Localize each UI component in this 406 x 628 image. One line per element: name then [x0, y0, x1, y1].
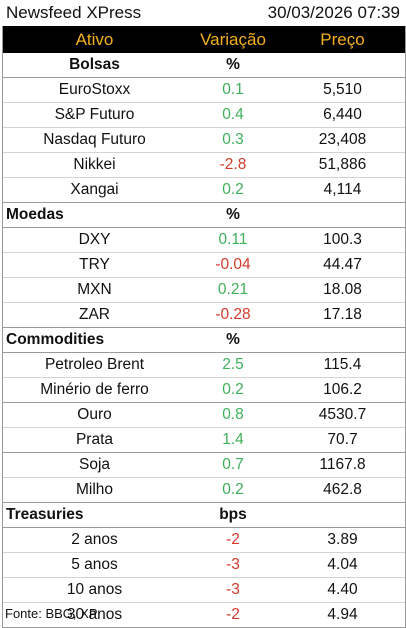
asset-name: Nasdaq Futuro	[43, 131, 146, 148]
asset-name: EuroStoxx	[58, 81, 131, 98]
table-row: EuroStoxx 0.1 5,510	[3, 78, 405, 102]
table-row: DXY 0.11 100.3	[3, 228, 405, 252]
price-value: 17.18	[323, 306, 362, 323]
title-bar: Newsfeed XPress 30/03/2026 07:39	[0, 0, 406, 26]
table-row: Minério de ferro 0.2 106.2	[3, 377, 405, 402]
price-value: 44.47	[323, 256, 362, 273]
change-value: 0.1	[222, 81, 244, 98]
price-value: 1167.8	[319, 456, 366, 473]
price-value: 70.7	[327, 431, 358, 448]
table-row: Petroleo Brent 2.5 115.4	[3, 353, 405, 377]
asset-name: Soja	[78, 456, 111, 473]
asset-name: 10 anos	[66, 581, 123, 598]
section-header-treasuries: Treasuries bps	[3, 502, 405, 528]
price-value: 4.40	[327, 581, 358, 598]
change-value: -2	[226, 531, 240, 548]
change-value: 0.2	[222, 181, 244, 198]
table-row: Milho 0.2 462.8	[3, 477, 405, 502]
asset-name: 30 anos	[66, 606, 123, 623]
section-title: Treasuries	[6, 506, 84, 523]
table-row: 30 anos -2 4.94	[3, 602, 405, 627]
price-value: 100.3	[323, 231, 362, 248]
table-row: S&P Futuro 0.4 6,440	[3, 102, 405, 127]
change-value: -3	[226, 581, 240, 598]
table-row: MXN 0.21 18.08	[3, 277, 405, 302]
asset-name: 2 anos	[71, 531, 118, 548]
asset-name: Nikkei	[73, 156, 116, 173]
column-header-asset: Ativo	[75, 29, 114, 49]
table-row: Ouro 0.8 4530.7	[3, 402, 405, 427]
table-row: 5 anos -3 4.04	[3, 552, 405, 577]
price-value: 4.04	[327, 556, 358, 573]
price-value: 4,114	[323, 181, 362, 198]
section-header-moedas: Moedas%	[3, 202, 405, 228]
change-value: 0.11	[218, 231, 248, 248]
section-unit: %	[226, 56, 240, 73]
asset-name: S&P Futuro	[54, 106, 135, 123]
asset-name: Prata	[75, 431, 114, 448]
change-value: 0.2	[222, 381, 244, 398]
newsfeed-title: Newsfeed XPress	[6, 3, 142, 22]
price-value: 106.2	[323, 381, 362, 398]
price-value: 4.94	[327, 606, 358, 623]
change-value: 0.7	[222, 456, 244, 473]
asset-name: TRY	[79, 256, 110, 273]
price-value: 23,408	[318, 131, 367, 148]
table-row: ZAR -0.28 17.18	[3, 302, 405, 327]
asset-name: Milho	[75, 481, 114, 498]
asset-name: 5 anos	[71, 556, 118, 573]
asset-name: Minério de ferro	[40, 381, 149, 398]
timestamp: 30/03/2026 07:39	[267, 3, 400, 22]
table-row: Soja 0.7 1167.8	[3, 452, 405, 477]
change-value: 2.5	[222, 356, 244, 373]
column-header-change: Variação	[200, 29, 266, 49]
asset-name: Xangai	[70, 181, 119, 198]
table-row: 10 anos -3 4.40	[3, 577, 405, 602]
section-unit: bps	[219, 506, 247, 523]
table-row: Nasdaq Futuro 0.3 23,408	[3, 127, 405, 152]
price-value: 51,886	[318, 156, 367, 173]
table-row: 2 anos -2 3.89	[3, 528, 405, 552]
column-header-row: Ativo Variação Preço	[3, 26, 405, 53]
change-value: -2	[226, 606, 240, 623]
price-value: 4530.7	[318, 406, 367, 423]
table-row: Xangai 0.2 4,114	[3, 177, 405, 202]
change-value: 0.8	[222, 406, 244, 423]
asset-name: Petroleo Brent	[44, 356, 145, 373]
section-unit: %	[226, 206, 240, 223]
asset-name: ZAR	[79, 306, 110, 323]
change-value: 0.4	[222, 106, 244, 123]
change-value: 0.2	[222, 481, 244, 498]
price-value: 462.8	[323, 481, 362, 498]
section-unit: %	[226, 331, 240, 348]
section-title: Moedas	[6, 206, 64, 223]
price-value: 3.89	[327, 531, 358, 548]
table-row: Nikkei -2.8 51,886	[3, 152, 405, 177]
change-value: -0.04	[215, 256, 251, 273]
table-row: TRY -0.04 44.47	[3, 252, 405, 277]
price-value: 6,440	[323, 106, 362, 123]
change-value: 0.21	[217, 281, 249, 298]
section-header-bolsas: Bolsas%	[3, 53, 405, 78]
section-title: Bolsas	[69, 56, 120, 73]
table-row: Prata 1.4 70.7	[3, 427, 405, 452]
column-header-price: Preço	[320, 29, 365, 49]
change-value: 1.4	[222, 431, 244, 448]
asset-name: Ouro	[77, 406, 112, 423]
market-table: Ativo Variação Preço Bolsas% EuroStoxx 0.1…	[2, 26, 406, 628]
asset-name: MXN	[77, 281, 112, 298]
change-value: -2.8	[219, 156, 247, 173]
price-value: 5,510	[323, 81, 362, 98]
change-value: -0.28	[215, 306, 251, 323]
asset-name: DXY	[78, 231, 111, 248]
source-note: Fonte: BBG, XP	[5, 606, 98, 621]
price-value: 115.4	[323, 356, 362, 373]
section-header-commodities: Commodities%	[3, 327, 405, 353]
section-title: Commodities	[6, 331, 105, 348]
change-value: 0.3	[222, 131, 244, 148]
change-value: -3	[226, 556, 240, 573]
price-value: 18.08	[323, 281, 362, 298]
